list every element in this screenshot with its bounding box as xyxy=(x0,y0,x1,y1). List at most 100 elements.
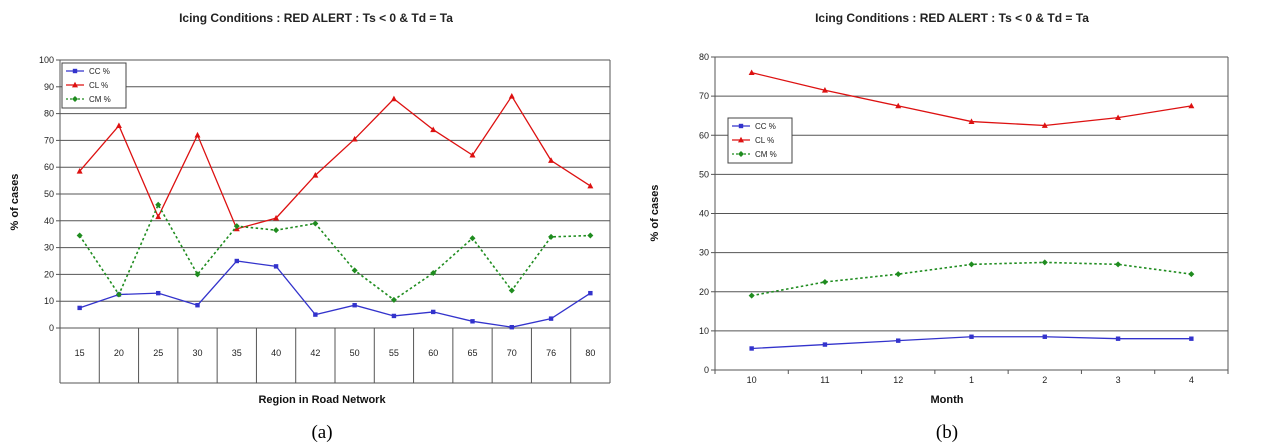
chart-a-data-point xyxy=(194,131,201,138)
chart-a-data-point xyxy=(587,232,594,239)
chart-b-data-point xyxy=(822,342,828,347)
chart-a-legend-label: CL % xyxy=(89,81,108,90)
chart-a-data-point xyxy=(233,223,240,230)
chart-b-data-point xyxy=(895,102,902,109)
chart-b-legend-label: CL % xyxy=(755,136,774,145)
chart-a-xtick-label: 20 xyxy=(114,348,124,358)
chart-a-data-point xyxy=(508,287,515,294)
chart-b-caption: (b) xyxy=(936,422,958,443)
chart-a-series-line xyxy=(79,94,591,230)
chart-a-data-point xyxy=(390,296,397,303)
chart-a-ytick-label: 40 xyxy=(44,216,54,226)
chart-a-xtick-label: 55 xyxy=(389,348,399,358)
chart-b-xtick-label: 11 xyxy=(820,375,829,385)
chart-a-data-point xyxy=(194,271,201,278)
chart-a-xtick-label: 30 xyxy=(192,348,202,358)
chart-a-xlabel: Region in Road Network xyxy=(258,394,386,406)
chart-b-xtick-label: 2 xyxy=(1042,375,1047,385)
chart-b-legend-marker xyxy=(738,123,744,129)
chart-b-series-1 xyxy=(748,69,1195,128)
chart-a-xtick-label: 60 xyxy=(428,348,438,358)
chart-a-ytick-label: 50 xyxy=(44,189,54,199)
chart-b-legend-marker xyxy=(738,151,744,157)
chart-b-xlabel: Month xyxy=(931,394,964,406)
chart-b-data-point xyxy=(1115,336,1121,341)
chart-b-data-point xyxy=(1115,114,1122,121)
chart-a-data-point xyxy=(76,232,83,239)
chart-b-legend-label: CM % xyxy=(755,150,777,159)
chart-b-data-point xyxy=(1042,334,1047,339)
chart-b-data-point xyxy=(748,292,755,299)
chart-a-data-point xyxy=(587,182,594,189)
chart-a-ytick-label: 20 xyxy=(44,269,54,279)
chart-b-data-point xyxy=(1041,122,1048,128)
chart-b-data-point xyxy=(895,271,902,278)
chart-b-ytick-label: 40 xyxy=(699,209,709,219)
chart-b-xtick-label: 12 xyxy=(893,375,903,385)
chart-b-ytick-label: 30 xyxy=(699,248,709,258)
chart-b-grid xyxy=(711,56,1228,371)
chart-a-data-point xyxy=(430,270,437,277)
chart-a: Icing Conditions : RED ALERT : Ts < 0 & … xyxy=(9,11,611,443)
chart-a-xtick-label: 70 xyxy=(507,348,517,358)
chart-a-xtick-label: 40 xyxy=(271,348,281,358)
chart-a-xtick-label: 25 xyxy=(153,348,163,358)
chart-a-xtick-label: 50 xyxy=(350,348,360,358)
chart-a-data-point xyxy=(155,201,162,208)
chart-a-ytick-label: 90 xyxy=(44,82,54,92)
chart-a-data-point xyxy=(351,267,358,274)
chart-a-data-point xyxy=(548,157,555,163)
chart-a-caption: (a) xyxy=(311,422,332,443)
chart-b-data-point xyxy=(749,346,754,351)
chart-a-data-point xyxy=(430,126,437,133)
chart-b-xtick-label: 10 xyxy=(747,375,757,385)
chart-b-legend-label: CC % xyxy=(755,122,776,131)
chart-b-series-line xyxy=(751,261,1192,297)
chart-a-series-line xyxy=(78,202,591,301)
chart-b-data-point xyxy=(1189,336,1194,341)
chart-a-series-1 xyxy=(76,92,594,232)
chart-a-data-point xyxy=(77,305,82,311)
chart-a-data-point xyxy=(155,213,162,220)
chart-a-data-point xyxy=(312,172,319,178)
chart-a-data-point xyxy=(195,303,200,308)
chart-b-xtick-label: 1 xyxy=(969,375,974,385)
chart-b-ytick-label: 50 xyxy=(699,169,709,179)
chart-a-series-0 xyxy=(77,258,593,330)
chart-b-series-line xyxy=(751,72,1192,127)
chart-a-ytick-label: 70 xyxy=(44,135,54,145)
chart-a-xtick-label: 76 xyxy=(546,348,556,358)
chart-b-series-2 xyxy=(748,259,1195,299)
chart-a-legend-marker xyxy=(72,96,78,102)
chart-a-xtick-label: 65 xyxy=(467,348,477,358)
chart-a-data-point xyxy=(115,291,122,298)
chart-a-data-point xyxy=(115,122,122,129)
chart-a-ylabel: % of cases xyxy=(9,174,21,231)
chart-b-ytick-label: 0 xyxy=(704,365,709,375)
chart-a-data-point xyxy=(391,313,397,319)
chart-a-legend-marker xyxy=(72,81,78,88)
chart-b-ytick-label: 70 xyxy=(699,91,709,101)
chart-a-legend-label: CC % xyxy=(89,67,110,76)
chart-b-ytick-label: 80 xyxy=(699,52,709,62)
chart-b-data-point xyxy=(968,261,975,268)
chart-a-series-line xyxy=(79,260,591,328)
chart-a-ytick-label: 80 xyxy=(44,109,54,119)
chart-b-data-point xyxy=(1188,102,1195,109)
chart-a-data-point xyxy=(469,235,476,242)
chart-a-title: Icing Conditions : RED ALERT : Ts < 0 & … xyxy=(179,11,453,25)
chart-a-xtick-label: 35 xyxy=(232,348,242,358)
chart-a-ytick-label: 60 xyxy=(44,162,54,172)
chart-b-data-point xyxy=(969,334,974,339)
chart-b-data-point xyxy=(968,118,975,124)
chart-a-ytick-label: 30 xyxy=(44,243,54,253)
chart-b: Icing Conditions : RED ALERT : Ts < 0 & … xyxy=(649,11,1229,443)
chart-a-xtick-label: 15 xyxy=(75,348,85,358)
chart-b-legend: CC % CL % CM % xyxy=(727,117,793,164)
chart-a-data-point xyxy=(508,92,515,99)
chart-b-xtick-label: 3 xyxy=(1116,375,1121,385)
chart-a-data-point xyxy=(273,227,280,234)
chart-b-ytick-label: 10 xyxy=(699,326,709,336)
chart-a-data-point xyxy=(588,290,593,296)
